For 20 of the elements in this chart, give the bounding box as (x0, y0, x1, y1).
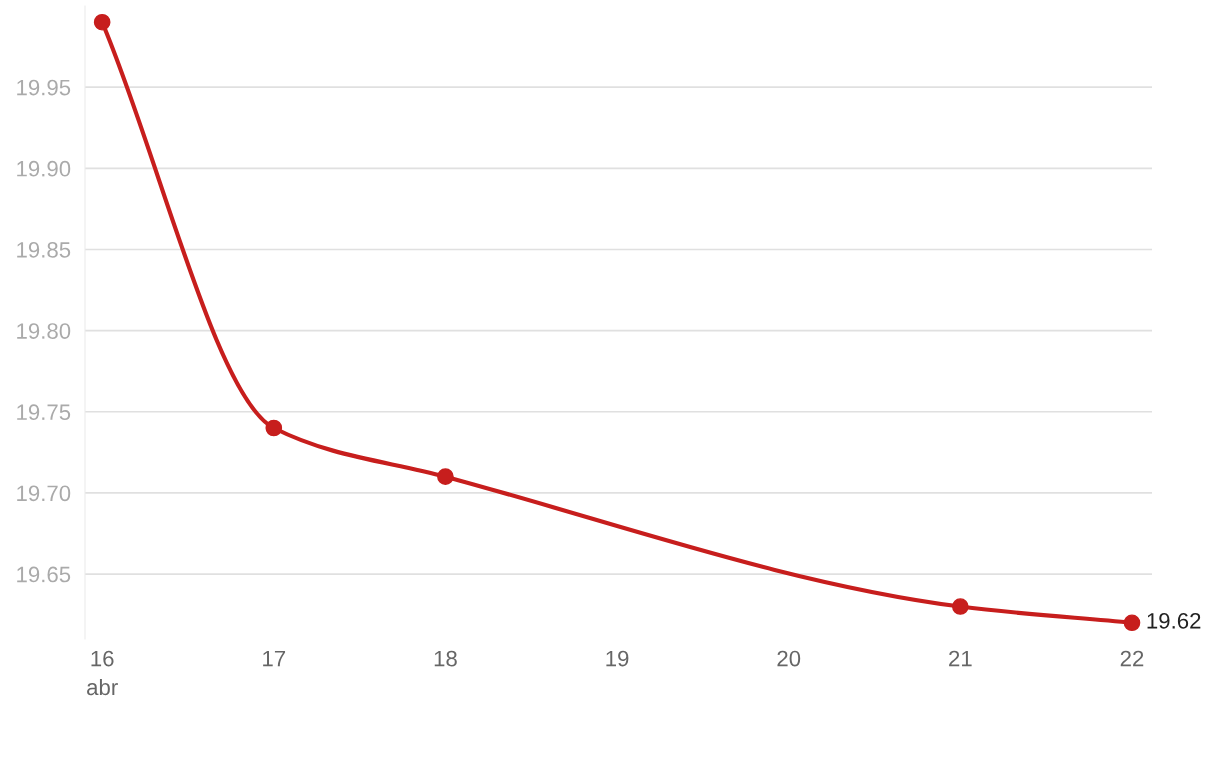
x-tick-label: 22 (1120, 650, 1144, 667)
data-label: 19.62 (1147, 613, 1201, 629)
point (437, 468, 454, 486)
point (1123, 614, 1141, 632)
x-tick-label: 19 (606, 650, 629, 667)
y-tick-label: 19.75 (17, 404, 71, 421)
y-tick-label: 19.95 (17, 79, 71, 96)
y-tick-label: 19.85 (17, 242, 71, 258)
x-tick-label: 21 (949, 650, 972, 667)
point (93, 13, 111, 31)
x-tick-label: 18 (434, 650, 457, 667)
point (265, 419, 283, 437)
x-tick-label: 16 abr (87, 650, 118, 696)
y-tick-label: 19.65 (17, 566, 71, 583)
point (952, 598, 969, 615)
y-tick-label: 19.80 (17, 323, 71, 339)
y-tick-label: 19.70 (17, 485, 71, 502)
y-tick-label: 19.90 (17, 160, 71, 177)
x-tick-label: 17 (263, 650, 286, 667)
x-tick-label: 20 (777, 650, 801, 667)
